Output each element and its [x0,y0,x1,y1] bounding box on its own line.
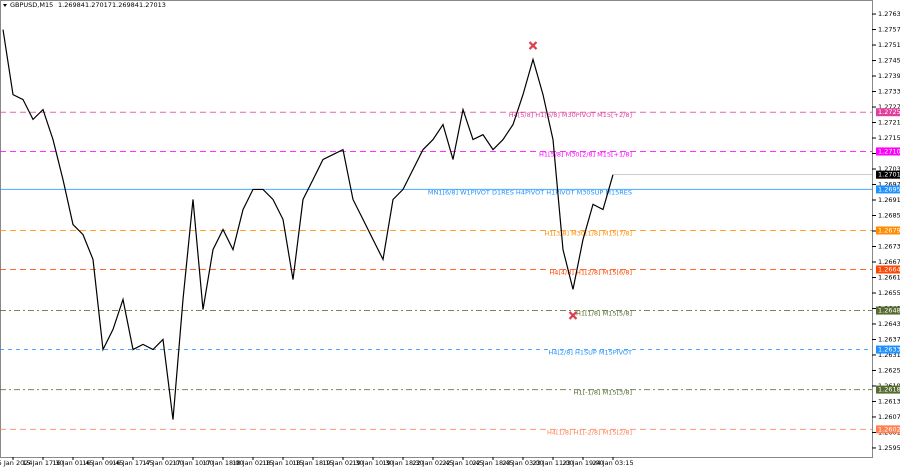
y-tick-label: 1.26135 [878,397,900,405]
x-tick-label: 19 Jan 02:30 [322,459,363,467]
ohlc-value: 1.27017 [85,1,112,9]
ohlc-value: 1.26984 [112,1,139,9]
y-tick-label: 1.27575 [878,26,900,34]
level-price-label: 1.26797 [878,226,900,234]
x-tick-label: 23 Jan 19:00 [562,459,603,467]
level-price-label: 1.26027 [878,425,900,433]
level-price-label: 1.26487 [878,307,900,315]
fractal-marker [528,41,538,50]
x-tick-label: 16 Jan 01:45 [52,459,93,467]
y-tick-label: 1.27515 [878,41,900,49]
y-tick-label: 1.26255 [878,366,900,374]
x-tick-label: 18 Jan 02:15 [232,459,273,467]
level-label: H1[-1/8] M15[3/8] [574,389,632,397]
y-tick-label: 1.27335 [878,88,900,96]
y-tick-label: 1.26075 [878,413,900,421]
level-price-label: 1.26956 [878,185,900,193]
level-price-box [876,306,900,315]
x-tick-label: 16 Jan 17:45 [112,459,153,467]
level-price-box [876,345,900,354]
x-tick-label: 19 Jan 10:30 [352,459,393,467]
symbol-icon [3,4,7,7]
y-tick-label: 1.26375 [878,335,900,343]
level-label: H4[1/8] H1[-2/8] M15[2/8] [547,428,632,436]
y-tick-label: 1.26975 [878,181,900,189]
chart-title: GBPUSD,M15 [10,1,53,9]
y-tick-label: 1.27635 [878,10,900,18]
y-tick-label: 1.26735 [878,242,900,250]
current-price-box [876,170,900,179]
x-tick-label: 19 Jan 18:30 [382,459,423,467]
x-tick-label: 18 Jan 18:15 [292,459,333,467]
x-tick-label: 16 Jan 09:45 [82,459,123,467]
y-tick-label: 1.26675 [878,258,900,266]
level-price-box [876,147,900,156]
fractal-marker [568,311,578,320]
level-label: MN1[6/8] W1PIVOT D1RES H4PIVOT H1PIVOT M… [428,188,632,196]
level-label: H4[4/8] H1[2/8] M15[6/8] [549,268,632,276]
x-tick-label: 22 Jan 10:45 [442,459,483,467]
x-tick-label: 15 Jan 17:30 [22,459,63,467]
y-tick-label: 1.26855 [878,212,900,220]
level-label: H1[3/8] M30[1/8] M15[7/8] [544,229,632,237]
ohlc-value: 1.27013 [139,1,166,9]
y-tick-label: 1.26915 [878,196,900,204]
y-tick-label: 1.27035 [878,165,900,173]
y-tick-label: 1.26615 [878,273,900,281]
y-tick-label: 1.27215 [878,119,900,127]
x-tick-label: 23 Jan 11:00 [532,459,573,467]
y-tick-label: 1.27455 [878,57,900,65]
x-tick-label: 24 Jan 03:15 [592,459,633,467]
y-tick-label: 1.27395 [878,72,900,80]
y-tick-label: 1.27155 [878,134,900,142]
level-price-box [876,108,900,117]
current-price-label: 1.27013 [878,171,900,179]
level-price-label: 1.27103 [878,147,900,155]
level-label: H4[5/8] H1[6/8] M30PIVOT M15[+2/8] [509,111,632,119]
x-tick-label: 17 Jan 10:00 [172,459,213,467]
level-label: H1[1/8] M15[5/8] [576,310,632,318]
y-tick-label: 1.26435 [878,320,900,328]
level-price-label: 1.26646 [878,265,900,273]
level-price-label: 1.26181 [878,386,900,394]
y-tick-label: 1.25955 [878,444,900,452]
x-tick-label: 18 Jan 10:15 [262,459,303,467]
level-price-box [876,226,900,235]
level-price-label: 1.27255 [878,108,900,116]
x-tick-label: 22 Jan 18:45 [472,459,513,467]
level-price-box [876,385,900,394]
y-tick-label: 1.26555 [878,289,900,297]
x-tick-label: 15 Jan 2024 [0,459,32,467]
y-tick-label: 1.26315 [878,351,900,359]
level-price-label: 1.26336 [878,346,900,354]
x-tick-label: 17 Jan 02:00 [142,459,183,467]
level-price-box [876,425,900,434]
ohlc-value: 1.26984 [58,1,85,9]
x-tick-label: 22 Jan 02:45 [412,459,453,467]
level-price-box [876,185,900,194]
y-tick-label: 1.27275 [878,103,900,111]
level-label: H1[5/8] M30[2/8] M15[+1/8] [539,150,632,158]
level-label: H4[2/8] H1SUP M15PIVOT [548,349,632,357]
price-line [2,29,614,420]
x-tick-label: 23 Jan 03:00 [502,459,543,467]
plot-frame [0,0,873,458]
level-price-box [876,265,900,274]
x-tick-label: 17 Jan 18:00 [202,459,243,467]
